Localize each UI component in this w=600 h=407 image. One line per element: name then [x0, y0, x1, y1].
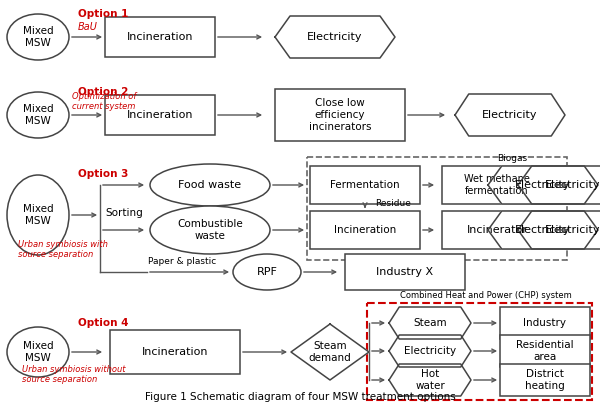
Text: Combustible
waste: Combustible waste: [177, 219, 243, 241]
Bar: [307, 157, 567, 260]
Text: Residue: Residue: [375, 199, 411, 208]
Polygon shape: [275, 16, 395, 58]
Text: Combined Heat and Power (CHP) system: Combined Heat and Power (CHP) system: [400, 291, 572, 300]
Ellipse shape: [150, 164, 270, 206]
Bar: [110, 330, 240, 374]
Text: Urban symbiosis without
source separation: Urban symbiosis without source separatio…: [22, 365, 125, 384]
Text: Incineration: Incineration: [127, 32, 193, 42]
Text: Urban symbiosis with
source separation: Urban symbiosis with source separation: [18, 240, 108, 259]
Text: Paper & plastic: Paper & plastic: [148, 258, 216, 267]
Polygon shape: [291, 324, 369, 380]
Ellipse shape: [7, 175, 69, 255]
Text: Electricity: Electricity: [515, 180, 571, 190]
Text: Sorting: Sorting: [105, 208, 143, 218]
Text: Steam
demand: Steam demand: [308, 341, 352, 363]
Text: Electricity: Electricity: [545, 180, 600, 190]
Polygon shape: [389, 364, 471, 396]
Text: Incinerator: Incinerator: [467, 225, 527, 235]
Polygon shape: [389, 335, 471, 367]
Text: Electricity: Electricity: [545, 225, 600, 235]
Text: BaU: BaU: [78, 22, 98, 32]
Text: Steam: Steam: [413, 318, 447, 328]
Text: District
heating: District heating: [525, 369, 565, 391]
Polygon shape: [488, 166, 598, 204]
Bar: [442, 211, 552, 249]
Bar: [500, 335, 590, 367]
Ellipse shape: [7, 14, 69, 60]
Bar: [500, 364, 590, 396]
Bar: [310, 211, 420, 249]
Bar: [367, 303, 592, 400]
Polygon shape: [389, 307, 471, 339]
Bar: [442, 166, 552, 204]
Text: Optimization of
current system: Optimization of current system: [72, 92, 136, 111]
Polygon shape: [455, 94, 565, 136]
Text: Biogas: Biogas: [497, 154, 527, 163]
Text: Fermentation: Fermentation: [330, 180, 400, 190]
Polygon shape: [518, 166, 600, 204]
Text: Mixed
MSW: Mixed MSW: [23, 26, 53, 48]
Text: Incineration: Incineration: [334, 225, 396, 235]
Ellipse shape: [233, 254, 301, 290]
Text: Electricity: Electricity: [515, 225, 571, 235]
Text: Option 3: Option 3: [78, 169, 128, 179]
Ellipse shape: [7, 92, 69, 138]
Bar: [500, 307, 590, 339]
Text: Electricity: Electricity: [307, 32, 363, 42]
Text: Residential
area: Residential area: [516, 340, 574, 362]
Text: Option 4: Option 4: [78, 318, 128, 328]
Text: Industry X: Industry X: [376, 267, 434, 277]
Text: Option 1: Option 1: [78, 9, 128, 19]
Text: Mixed
MSW: Mixed MSW: [23, 104, 53, 126]
Bar: [105, 17, 215, 57]
Text: Food waste: Food waste: [178, 180, 242, 190]
Polygon shape: [518, 211, 600, 249]
Text: Hot
water: Hot water: [415, 369, 445, 391]
Text: Close low
efficiency
incinerators: Close low efficiency incinerators: [309, 98, 371, 131]
Text: Industry: Industry: [523, 318, 566, 328]
Polygon shape: [488, 211, 598, 249]
Text: Wet methane
fermentation: Wet methane fermentation: [464, 174, 530, 196]
Text: Option 2: Option 2: [78, 87, 128, 97]
Bar: [310, 166, 420, 204]
Text: Electricity: Electricity: [404, 346, 456, 356]
Text: Mixed
MSW: Mixed MSW: [23, 341, 53, 363]
Ellipse shape: [7, 327, 69, 377]
Bar: [105, 95, 215, 135]
Bar: [345, 254, 465, 290]
Text: RPF: RPF: [257, 267, 277, 277]
Text: Incineration: Incineration: [127, 110, 193, 120]
Text: Figure 1 Schematic diagram of four MSW treatment options: Figure 1 Schematic diagram of four MSW t…: [145, 392, 455, 402]
Bar: [275, 89, 405, 141]
Ellipse shape: [150, 206, 270, 254]
Text: Electricity: Electricity: [482, 110, 538, 120]
Text: Incineration: Incineration: [142, 347, 208, 357]
Text: Mixed
MSW: Mixed MSW: [23, 204, 53, 226]
